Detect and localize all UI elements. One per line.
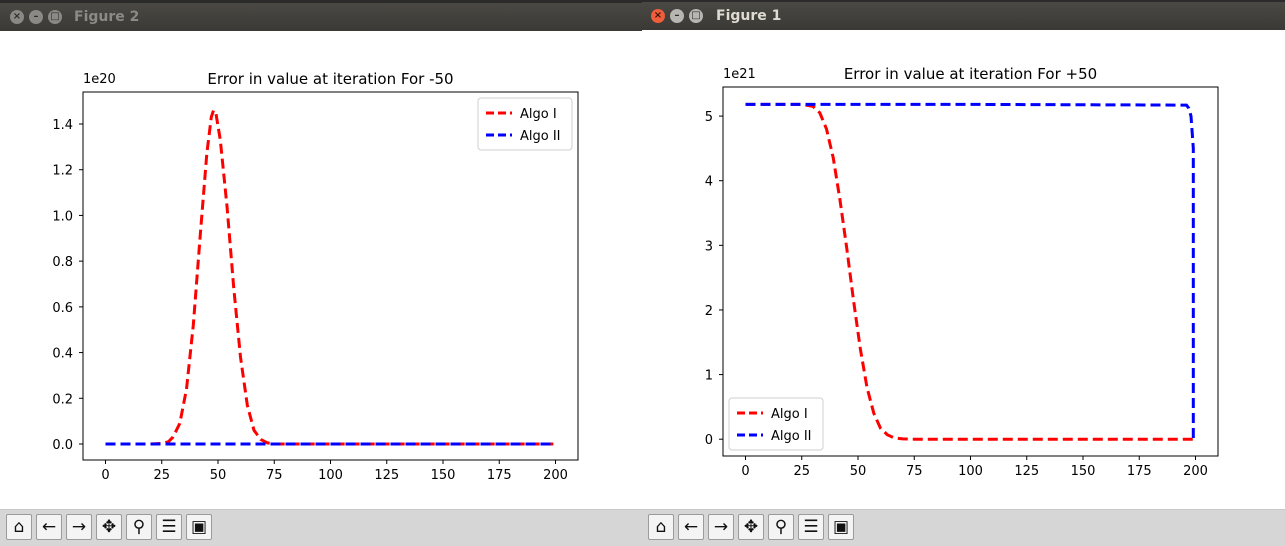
y-tick-label: 2	[705, 304, 713, 319]
forward-button[interactable]: →	[66, 514, 92, 540]
forward-icon: →	[71, 517, 87, 537]
maximize-icon[interactable]: □	[689, 9, 703, 23]
chart: Error in value at iteration For +50 1e21 0…	[705, 65, 1219, 479]
x-tick-label: 25	[153, 468, 170, 483]
legend-label: Algo I	[771, 407, 808, 422]
chart-title: Error in value at iteration For -50	[207, 70, 453, 88]
x-tick-label: 175	[1127, 464, 1152, 479]
x-tick-label: 150	[1071, 464, 1096, 479]
forward-button[interactable]: →	[708, 514, 734, 540]
y-axis-offset-label: 1e20	[83, 72, 116, 87]
x-tick-label: 175	[487, 468, 512, 483]
home-icon: ⌂	[13, 517, 25, 537]
close-icon[interactable]: ×	[651, 9, 665, 23]
navigation-toolbar: ⌂ ← → ✥ ⚲ ☰ ▣	[642, 509, 1285, 546]
y-tick-label: 1.2	[52, 164, 73, 179]
x-tick-label: 0	[741, 464, 749, 479]
y-tick-label: 0.6	[52, 301, 73, 316]
legend-label: Algo II	[771, 429, 812, 444]
x-tick-label: 25	[793, 464, 810, 479]
y-tick-label: 1.4	[52, 118, 73, 133]
x-tick-label: 75	[906, 464, 923, 479]
x-tick-label: 200	[543, 468, 568, 483]
y-axis-offset-label: 1e21	[723, 67, 756, 82]
x-tick-label: 75	[266, 468, 283, 483]
back-button[interactable]: ←	[678, 514, 704, 540]
y-tick-label: 0	[705, 433, 713, 448]
series-line-algo-ii	[745, 102, 1195, 440]
y-tick-label: 0.4	[52, 347, 73, 362]
figure-1-window: × – □ Figure 1 Error in value at iterati…	[642, 2, 1285, 546]
x-tick-label: 150	[431, 468, 456, 483]
save-icon: ▣	[832, 517, 850, 537]
close-icon[interactable]: ×	[10, 10, 24, 24]
zoom-button[interactable]: ⚲	[126, 514, 152, 540]
configure-subplots-icon: ☰	[803, 517, 819, 537]
y-tick-label: 1.0	[52, 209, 73, 224]
x-tick-label: 125	[1014, 464, 1039, 479]
minimize-icon[interactable]: –	[670, 9, 684, 23]
x-tick-label: 100	[318, 468, 343, 483]
legend	[728, 397, 824, 451]
pan-button[interactable]: ✥	[738, 514, 764, 540]
home-button[interactable]: ⌂	[648, 514, 674, 540]
zoom-icon: ⚲	[774, 517, 788, 537]
window-title: Figure 2	[74, 9, 140, 25]
save-button[interactable]: ▣	[828, 514, 854, 540]
y-tick-label: 3	[705, 239, 713, 254]
x-tick-label: 125	[374, 468, 399, 483]
legend	[477, 97, 573, 151]
back-icon: ←	[41, 517, 57, 537]
y-tick-label: 0.2	[52, 392, 73, 407]
pan-icon: ✥	[743, 517, 759, 537]
forward-icon: →	[713, 517, 729, 537]
home-icon: ⌂	[655, 517, 667, 537]
minimize-icon[interactable]: –	[29, 10, 43, 24]
configure-subplots-button[interactable]: ☰	[798, 514, 824, 540]
save-icon: ▣	[190, 517, 208, 537]
series-line-algo-i	[105, 107, 554, 446]
legend-label: Algo I	[520, 107, 557, 122]
x-tick-label: 50	[210, 468, 227, 483]
pan-button[interactable]: ✥	[96, 514, 122, 540]
figure-2-titlebar[interactable]: × – □ Figure 2	[0, 3, 642, 31]
zoom-icon: ⚲	[132, 517, 146, 537]
y-tick-label: 1	[705, 369, 713, 384]
chart: Error in value at iteration For -50 1e20 0…	[52, 70, 579, 483]
legend-label: Algo II	[520, 129, 561, 144]
x-tick-label: 0	[101, 468, 109, 483]
x-tick-label: 200	[1183, 464, 1208, 479]
back-button[interactable]: ←	[36, 514, 62, 540]
home-button[interactable]: ⌂	[6, 514, 32, 540]
window-title: Figure 1	[716, 8, 782, 24]
pan-icon: ✥	[101, 517, 117, 537]
maximize-icon[interactable]: □	[48, 10, 62, 24]
y-tick-label: 5	[705, 110, 713, 125]
y-tick-label: 4	[705, 175, 713, 190]
save-button[interactable]: ▣	[186, 514, 212, 540]
x-tick-label: 50	[850, 464, 867, 479]
back-icon: ←	[683, 517, 699, 537]
configure-subplots-button[interactable]: ☰	[156, 514, 182, 540]
configure-subplots-icon: ☰	[161, 517, 177, 537]
figure-1-titlebar[interactable]: × – □ Figure 1	[642, 2, 1285, 30]
navigation-toolbar: ⌂ ← → ✥ ⚲ ☰ ▣	[0, 509, 642, 546]
y-tick-label: 0.0	[52, 438, 73, 453]
y-tick-label: 0.8	[52, 255, 73, 270]
chart-title: Error in value at iteration For +50	[844, 65, 1097, 83]
x-tick-label: 100	[958, 464, 983, 479]
figure-2-window: × – □ Figure 2 Error in value at iterati…	[0, 3, 642, 546]
zoom-button[interactable]: ⚲	[768, 514, 794, 540]
series-line-algo-i	[745, 102, 1194, 441]
